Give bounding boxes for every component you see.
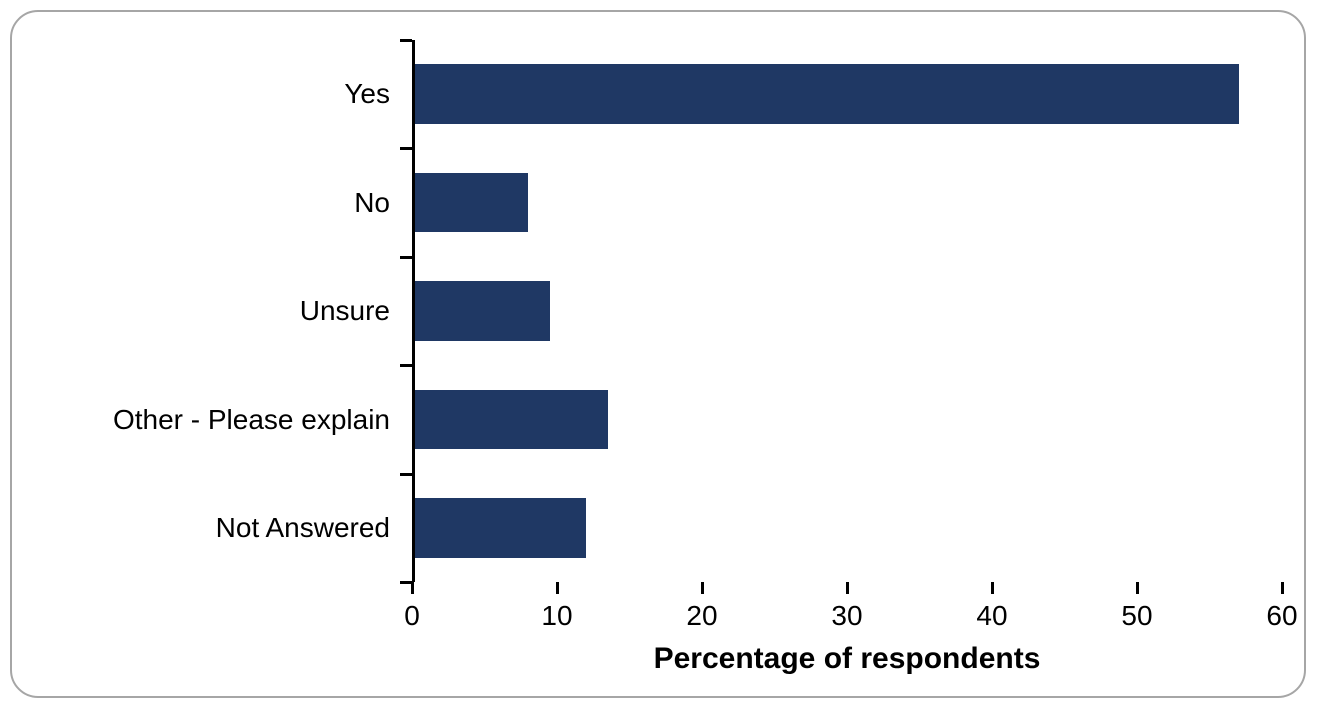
- y-tick: [400, 364, 412, 367]
- bar: [415, 173, 528, 233]
- bar: [415, 498, 586, 558]
- x-tick: [701, 582, 704, 594]
- x-tick: [1136, 582, 1139, 594]
- x-axis-title: Percentage of respondents: [412, 642, 1282, 676]
- x-tick-label: 40: [952, 600, 1032, 632]
- x-tick-label: 30: [807, 600, 887, 632]
- x-tick: [411, 582, 414, 594]
- plot-area: YesNoUnsureOther - Please explainNot Ans…: [412, 40, 1282, 582]
- x-tick: [991, 582, 994, 594]
- category-label: Yes: [344, 77, 390, 111]
- category-label: Not Answered: [216, 511, 390, 545]
- x-tick-label: 20: [662, 600, 742, 632]
- y-tick: [400, 473, 412, 476]
- x-tick-label: 0: [372, 600, 452, 632]
- x-tick: [556, 582, 559, 594]
- category-label: Unsure: [300, 294, 390, 328]
- y-tick: [400, 147, 412, 150]
- y-tick: [400, 39, 412, 42]
- chart-frame: Yes No Unsure Other - Please explain Not Ans…: [10, 10, 1306, 698]
- category-label: No: [354, 186, 390, 220]
- x-tick: [1281, 582, 1284, 594]
- bar: [415, 390, 608, 450]
- bar: [415, 281, 550, 341]
- x-tick-label: 50: [1097, 600, 1177, 632]
- y-tick: [400, 256, 412, 259]
- x-tick-label: 60: [1242, 600, 1318, 632]
- bar: [415, 64, 1239, 124]
- x-tick-label: 10: [517, 600, 597, 632]
- x-tick: [846, 582, 849, 594]
- category-label: Other - Please explain: [113, 403, 390, 437]
